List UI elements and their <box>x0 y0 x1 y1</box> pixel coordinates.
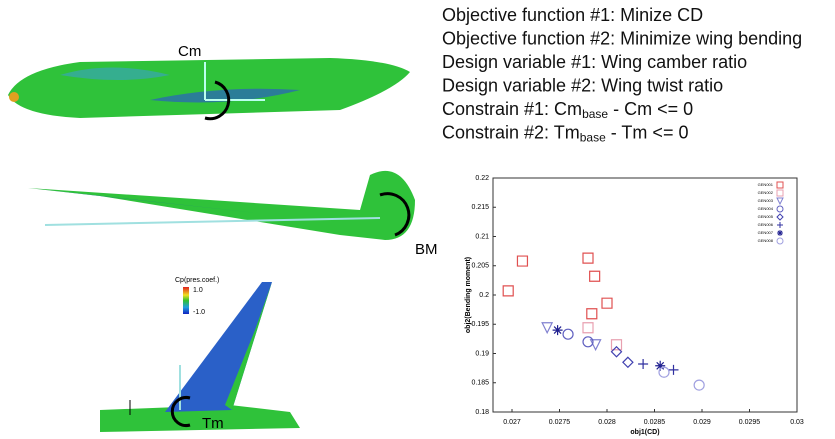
text-block: Objective function #1: Minize CD Objectiv… <box>442 5 802 145</box>
y-tick-label: 0.195 <box>471 321 489 328</box>
scatter-point <box>638 359 648 369</box>
canvas: Cm BM Cp(pres.coef.) 1.0 -1.0 Tm Objecti… <box>0 0 835 439</box>
scatter-point <box>553 325 563 335</box>
tm-label: Tm <box>202 415 224 432</box>
x-tick-label: 0.028 <box>598 419 616 426</box>
cm-label: Cm <box>178 43 201 60</box>
legend-marker <box>777 182 783 188</box>
objective-line: Objective function #1: Minize CD <box>442 5 703 25</box>
x-axis-label: obj1(CD) <box>630 429 659 436</box>
legend-marker <box>777 230 783 236</box>
scatter-point <box>587 309 597 319</box>
objective-line: Constrain #2: Tmbase - Tm <= 0 <box>442 122 688 144</box>
legend-label: GEN002 <box>758 190 774 195</box>
scatter-point <box>590 271 600 281</box>
legend-label: GEN004 <box>758 206 774 211</box>
plot-frame <box>493 178 797 412</box>
scatter-point <box>517 256 527 266</box>
y-tick-label: 0.21 <box>475 233 489 240</box>
x-tick-label: 0.0285 <box>644 419 666 426</box>
legend-label: GEN006 <box>758 222 774 227</box>
x-tick-label: 0.027 <box>503 419 521 426</box>
y-tick-label: 0.18 <box>475 409 489 416</box>
y-tick-label: 0.185 <box>471 380 489 387</box>
cp-max: 1.0 <box>193 287 203 294</box>
x-tick-label: 0.029 <box>693 419 711 426</box>
line-text: Constrain #2: Tm <box>442 122 580 142</box>
line-text-after: - Cm <= 0 <box>608 99 693 119</box>
legend-label: GEN007 <box>758 230 774 235</box>
legend-label: GEN008 <box>758 238 774 243</box>
legend-marker <box>777 190 783 196</box>
line-text: Constrain #1: Cm <box>442 99 582 119</box>
y-axis-label: obj2(Bending moment) <box>465 257 472 333</box>
x-tick-label: 0.0275 <box>549 419 571 426</box>
wing-image <box>28 171 415 240</box>
scatter-point <box>612 347 622 357</box>
legend-label: GEN003 <box>758 198 774 203</box>
scatter-point <box>623 357 633 367</box>
objective-line: Objective function #2: Minimize wing ben… <box>442 28 802 48</box>
scatter-point <box>542 323 552 333</box>
legend-label: GEN005 <box>758 214 774 219</box>
legend-marker <box>777 214 783 220</box>
scatter-point <box>583 323 593 333</box>
y-tick-label: 0.205 <box>471 263 489 270</box>
line-text-after: - Tm <= 0 <box>606 122 689 142</box>
legend-marker <box>777 198 783 204</box>
y-tick-label: 0.215 <box>471 204 489 211</box>
wing-side-image <box>100 282 300 432</box>
figure: Cm BM Cp(pres.coef.) 1.0 -1.0 Tm Objecti… <box>0 0 835 439</box>
x-tick-label: 0.0295 <box>739 419 761 426</box>
y-tick-label: 0.22 <box>475 175 489 182</box>
line-subscript: base <box>580 131 606 145</box>
y-tick-label: 0.19 <box>475 350 489 357</box>
objective-line: Design variable #1: Wing camber ratio <box>442 52 747 72</box>
scatter-point <box>602 298 612 308</box>
objective-line: Design variable #2: Wing twist ratio <box>442 75 723 95</box>
scatter-point <box>669 365 679 375</box>
line-text: Objective function #1: Minize CD <box>442 5 703 25</box>
scatter-point <box>583 253 593 263</box>
y-tick-label: 0.2 <box>479 292 489 299</box>
scatter-point <box>503 286 513 296</box>
line-text: Design variable #1: Wing camber ratio <box>442 52 747 72</box>
cp-min: -1.0 <box>193 309 205 316</box>
line-text: Objective function #2: Minimize wing ben… <box>442 28 802 48</box>
scatter-point <box>563 329 573 339</box>
line-text: Design variable #2: Wing twist ratio <box>442 75 723 95</box>
legend-marker <box>777 206 783 212</box>
legend-marker <box>777 238 783 244</box>
line-subscript: base <box>582 107 608 121</box>
cp-title: Cp(pres.coef.) <box>175 277 219 284</box>
objective-line: Constrain #1: Cmbase - Cm <= 0 <box>442 99 693 121</box>
legend-label: GEN001 <box>758 182 774 187</box>
x-tick-label: 0.03 <box>790 419 804 426</box>
legend-marker <box>777 222 783 228</box>
scatter-point <box>659 367 669 377</box>
scatter-point <box>612 340 622 350</box>
fuselage-image <box>8 58 410 119</box>
bm-label: BM <box>415 241 438 258</box>
scatter-point <box>694 380 704 390</box>
